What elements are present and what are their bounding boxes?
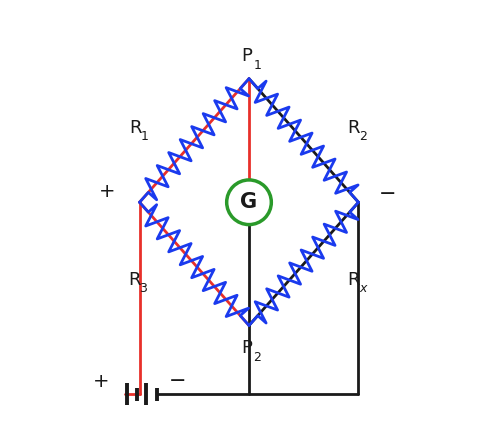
Text: G: G	[241, 192, 257, 212]
Text: 1: 1	[253, 59, 261, 72]
Circle shape	[227, 180, 271, 225]
Text: x: x	[360, 283, 367, 295]
Text: P: P	[242, 48, 252, 65]
Text: 1: 1	[140, 130, 148, 143]
Text: +: +	[93, 372, 109, 391]
Text: R: R	[128, 271, 140, 289]
Text: −: −	[168, 371, 186, 391]
Text: +: +	[99, 182, 116, 201]
Text: 3: 3	[139, 283, 147, 295]
Text: R: R	[129, 119, 141, 137]
Text: R: R	[348, 119, 360, 137]
Text: 2: 2	[360, 130, 367, 143]
Text: 2: 2	[253, 351, 261, 364]
Text: −: −	[379, 184, 396, 203]
Text: R: R	[348, 271, 360, 289]
Text: P: P	[242, 339, 252, 357]
